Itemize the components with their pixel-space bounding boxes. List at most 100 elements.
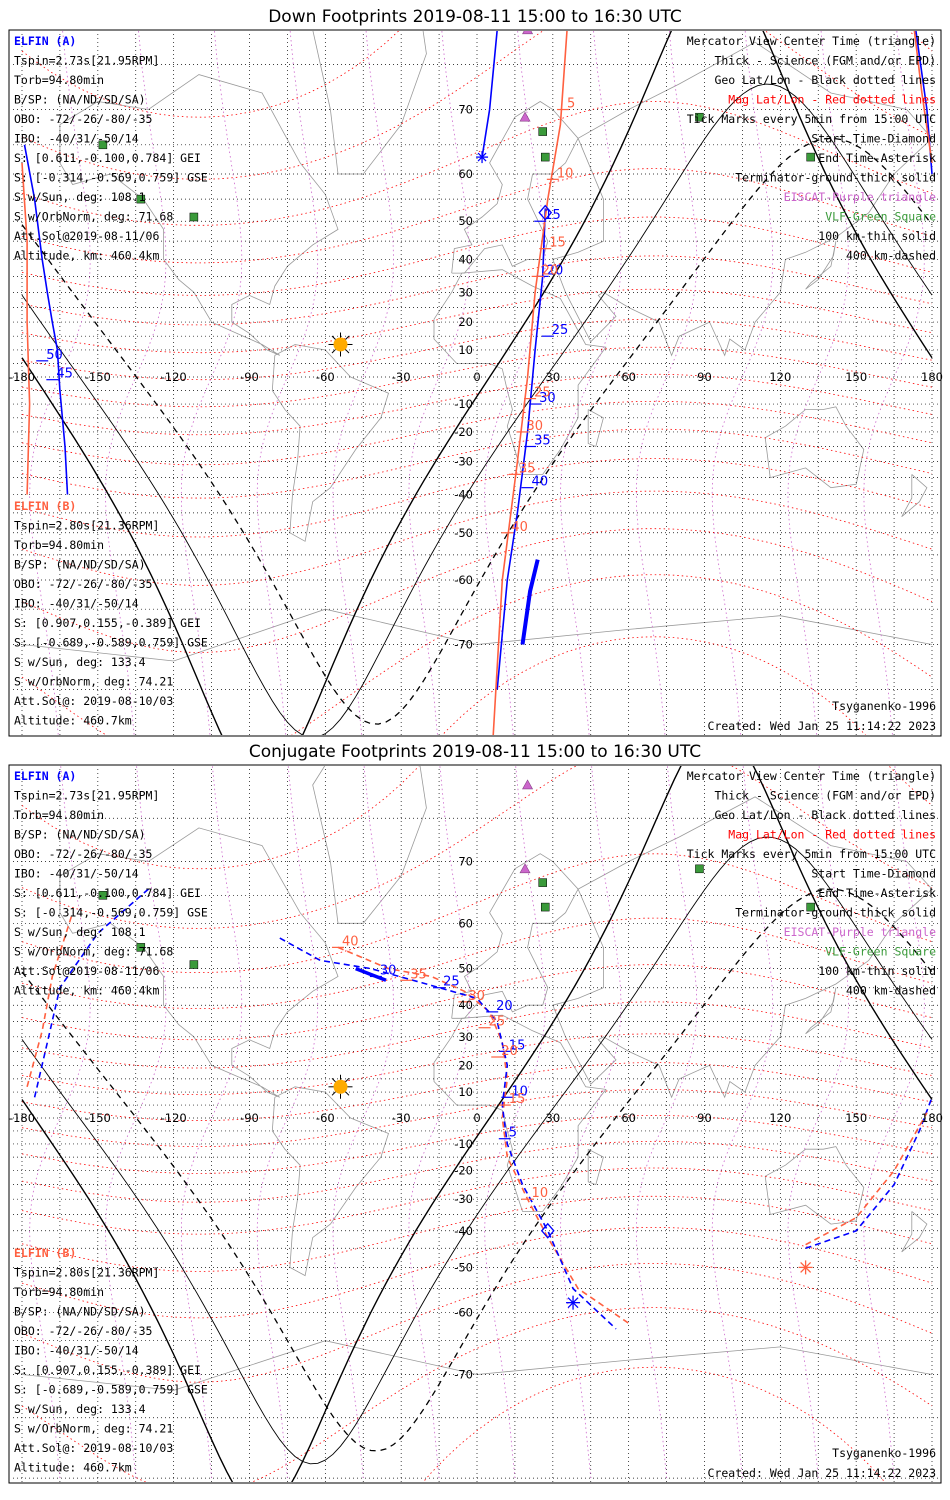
lon-tick-label: -90 xyxy=(240,1111,259,1125)
lon-tick-label: -30 xyxy=(392,1111,411,1125)
elfin-b-track xyxy=(21,162,31,495)
mag-parallel xyxy=(21,964,933,1041)
legend-item: Mag Lat/Lon - Red dotted lines xyxy=(728,93,936,107)
mag-parallel xyxy=(21,255,933,326)
mag-parallel xyxy=(21,318,933,381)
elfin-a-info-line: Torb=94.80min xyxy=(14,808,104,822)
lat-tick-label: -30 xyxy=(454,1192,473,1206)
coastline xyxy=(433,1014,607,1212)
elfin-b-info-line: Tspin=2.80s[21.36RPM] xyxy=(14,1266,159,1280)
end-asterisk-icon xyxy=(477,152,487,162)
elfin-b-info-line: Att.Sol@: 2019-08-10/03 xyxy=(14,1441,173,1455)
elfin-b-heading: ELFIN (B) xyxy=(14,1246,76,1260)
mag-parallel xyxy=(21,373,933,436)
elfin-b-track xyxy=(26,912,74,1088)
legend-item: EISCAT-Purple triangle xyxy=(784,925,936,939)
mag-meridian xyxy=(787,31,850,735)
mag-parallel xyxy=(21,346,933,408)
legend-item: Terminator-ground-thick solid xyxy=(735,171,936,185)
elfin-a-info-line: Altitude, km: 460.4km xyxy=(14,249,159,263)
elfin-a-info-line: S w/OrbNorm, deg: 71.68 xyxy=(14,945,173,959)
lat-tick-label: 70 xyxy=(458,103,473,117)
vlf-square-icon xyxy=(538,127,547,136)
coastline xyxy=(587,409,604,448)
lat-tick-label: -40 xyxy=(454,1224,473,1238)
elfin-a-info-line: Att.Sol@2019-08-11/06 xyxy=(14,964,159,978)
lon-tick-label: 150 xyxy=(845,370,867,384)
elfin-b-track xyxy=(492,31,568,735)
elfin-a-info-line: Altitude, km: 460.4km xyxy=(14,984,159,998)
elfin-b-info-line: Torb=94.80min xyxy=(14,538,104,552)
lat-tick-label: -70 xyxy=(454,637,473,651)
elfin-b-info-line: Altitude: 460.7km xyxy=(14,1461,132,1475)
vlf-square-icon xyxy=(98,891,108,900)
legend-item: Geo Lat/Lon - Black dotted lines xyxy=(714,73,936,87)
lat-tick-label: 20 xyxy=(458,1058,473,1072)
elfin-a-info: ELFIN (A) Tspin=2.73s[21.95RPM] Torb=94.80… xyxy=(14,34,208,263)
end-asterisk-icon xyxy=(567,1297,579,1309)
eiscat-triangle-icon xyxy=(519,863,531,874)
legend: Mercator View Center Time (triangle) Thic… xyxy=(687,769,936,998)
elfin-b-tick-label: 25 xyxy=(534,386,551,401)
legend-item: Mercator View Center Time (triangle) xyxy=(687,34,936,48)
elfin-a-info-line: Torb=94.80min xyxy=(14,73,104,87)
coastline xyxy=(552,796,933,1099)
elfin-b-tick-label: 40 xyxy=(342,934,359,949)
elfin-b-tick-label: 20 xyxy=(542,263,559,278)
mag-meridians xyxy=(29,766,925,1479)
elfin-b-info-line: S w/Sun, deg: 133.4 xyxy=(14,655,146,669)
elfin-b-tick-label: 5 xyxy=(567,97,575,112)
elfin-a-info-line: B/SP: (NA/ND/SD/SA) xyxy=(14,828,146,842)
legend-item: VLF-Green Square xyxy=(825,945,936,959)
panel-title: Down Footprints 2019-08-11 15:00 to 16:3… xyxy=(268,7,682,27)
coastline xyxy=(312,31,427,175)
lon-tick-label: -30 xyxy=(392,370,411,384)
geo-grid xyxy=(10,31,940,735)
mag-meridian xyxy=(332,766,395,1479)
elfin-a-track xyxy=(23,144,69,495)
elfin-b-info-line: B/SP: (NA/ND/SD/SA) xyxy=(14,1305,146,1319)
lon-tick-label: 150 xyxy=(845,1111,867,1125)
elfin-a-tick-label: 30 xyxy=(380,963,397,978)
terminator-100km xyxy=(21,836,933,1465)
elfin-b-info-line: Torb=94.80min xyxy=(14,1285,104,1299)
created-label: Created: Wed Jan 25 11:14:22 2023 xyxy=(708,1466,937,1480)
mag-meridians xyxy=(29,31,925,735)
elfin-a-tick-label: 20 xyxy=(496,999,513,1014)
mag-parallel xyxy=(21,1140,933,1203)
elfin-a-heading: ELFIN (A) xyxy=(14,34,76,48)
legend-item: Tick Marks every 5min from 15:00 UTC xyxy=(687,847,936,861)
mag-parallel xyxy=(21,458,933,538)
terminator-ground xyxy=(21,31,933,735)
mag-meridian xyxy=(559,766,622,1479)
lat-tick-label: -10 xyxy=(454,1137,473,1151)
elfin-a-track xyxy=(481,31,498,158)
legend-item: Geo Lat/Lon - Black dotted lines xyxy=(714,808,936,822)
coastline xyxy=(805,987,837,1035)
mag-grid xyxy=(21,766,933,1482)
coastline xyxy=(805,241,837,290)
mag-parallel xyxy=(422,1366,886,1482)
elfin-b-tick-label: 25 xyxy=(489,1015,506,1030)
elfin-b-info-line: IBO: -40/31/-50/14 xyxy=(14,597,139,611)
mag-meridian xyxy=(408,766,470,1479)
lat-tick-label: 10 xyxy=(458,1085,473,1099)
lat-tick-label: -60 xyxy=(454,573,473,587)
lat-tick-label: -70 xyxy=(454,1368,473,1382)
lat-tick-label: 30 xyxy=(458,1030,473,1044)
coastline xyxy=(764,406,865,489)
legend: Mercator View Center Time (triangle) Thic… xyxy=(687,34,936,263)
mag-meridian xyxy=(484,31,546,735)
elfin-a-tick-label: 15 xyxy=(544,208,561,223)
coastline xyxy=(901,474,928,518)
mag-meridian xyxy=(29,766,91,1479)
mag-parallel xyxy=(21,490,933,586)
coastline xyxy=(271,1086,389,1277)
elfin-a-tick-label: 25 xyxy=(443,975,460,990)
lon-tick-label: -150 xyxy=(85,370,111,384)
created-label: Created: Wed Jan 25 11:14:22 2023 xyxy=(708,719,937,733)
legend-item: Terminator-ground-thick solid xyxy=(735,906,936,920)
mag-meridian xyxy=(863,766,925,1479)
elfin-a-info-line: S: [0.611,-0.100,0.784] GEI xyxy=(14,886,201,900)
lat-tick-label: 40 xyxy=(458,998,473,1012)
